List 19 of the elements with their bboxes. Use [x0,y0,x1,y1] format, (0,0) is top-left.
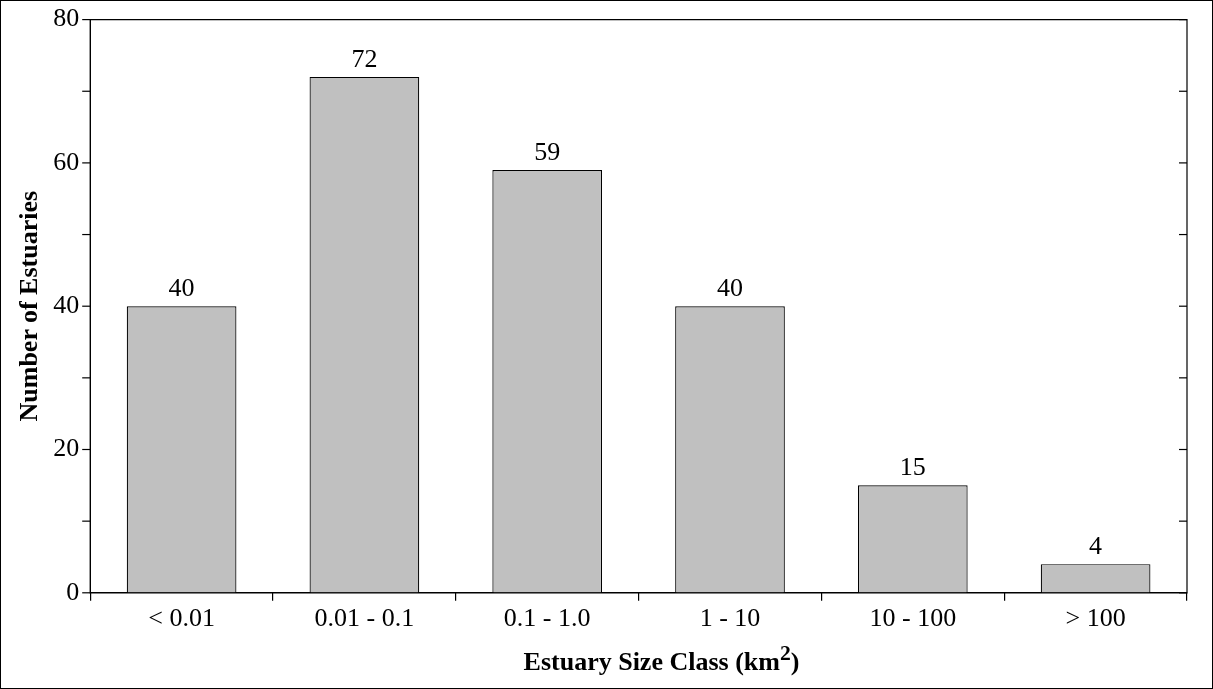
y-tick-label: 40 [53,290,80,320]
x-tick-label: < 0.01 [148,603,215,633]
data-label: 40 [168,273,195,303]
y-tick-label: 60 [53,146,80,176]
y-tick-label: 80 [53,3,80,33]
x-axis-title: Estuary Size Class (km$^{2}$) [522,641,801,677]
y-tick-label: 20 [53,433,80,463]
data-label: 40 [717,273,743,303]
data-label: 72 [351,43,378,73]
data-label: 15 [899,452,926,482]
x-tick-label: 10 - 100 [869,603,957,633]
x-tick-label: 0.01 - 0.1 [314,603,415,633]
data-label: 59 [534,136,561,166]
y-tick-label: 0 [66,576,80,606]
x-tick-label: 0.1 - 1.0 [503,603,591,633]
y-axis-title: Number of Estuaries [14,190,44,422]
x-tick-label: > 100 [1065,603,1126,633]
data-label: 4 [1089,530,1103,560]
x-tick-label: 1 - 10 [699,603,761,633]
